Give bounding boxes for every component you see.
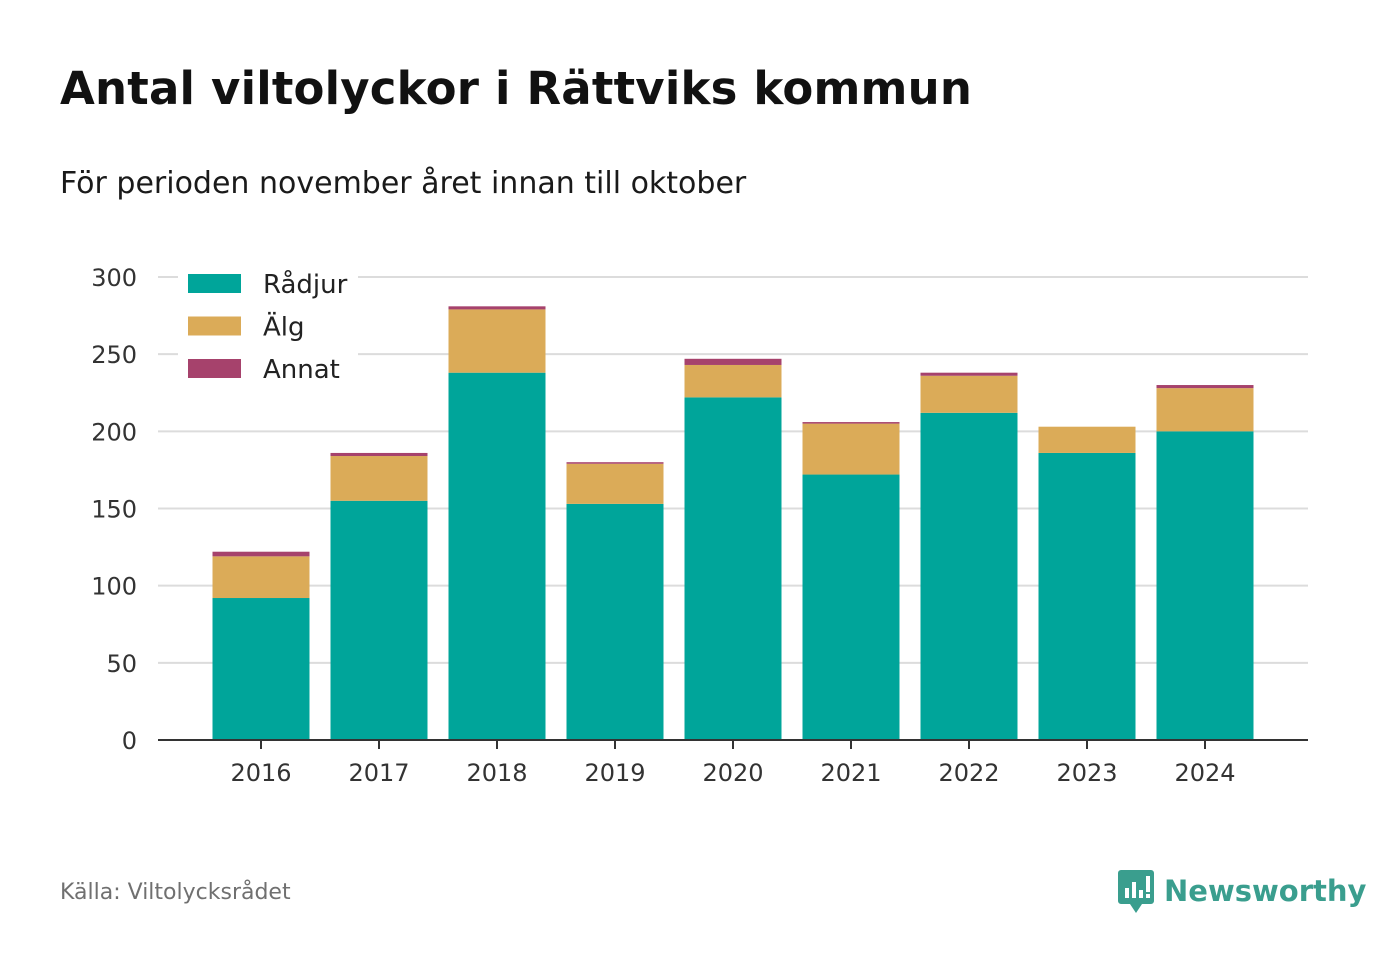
bar-2020-series-2 [684, 358, 782, 365]
x-tick-label: 2019 [584, 759, 645, 787]
legend-swatch-1 [188, 316, 241, 336]
y-tick-label: 300 [91, 264, 137, 292]
bar-2024-series-0 [1156, 431, 1254, 740]
legend-swatch-0 [188, 274, 241, 293]
y-tick-label: 200 [91, 418, 137, 446]
legend-label-1: Älg [263, 311, 305, 343]
bar-2016-series-1 [212, 556, 310, 599]
brand-name: Newsworthy [1164, 874, 1367, 908]
bar-2021-series-1 [802, 423, 900, 475]
y-axis-ticks: 0 50 100 150 200 250 300 [91, 264, 137, 755]
x-tick-label: 2022 [938, 759, 999, 787]
bar-2023-series-1 [1038, 426, 1136, 453]
bars [212, 306, 1254, 740]
bar-2019-series-1 [566, 463, 664, 504]
x-tick-label: 2021 [820, 759, 881, 787]
x-tick-label: 2016 [230, 759, 291, 787]
bar-2024-series-1 [1156, 388, 1254, 432]
legend-swatch-2 [188, 359, 241, 378]
x-axis-ticks: 2016 2017 2018 2019 2020 2021 2022 2023 2024 [230, 740, 1236, 787]
legend-label-2: Annat [263, 355, 340, 385]
bar-2021-series-0 [802, 474, 900, 740]
bar-2016-series-2 [212, 551, 310, 557]
y-tick-label: 100 [91, 573, 137, 601]
y-tick-label: 150 [91, 496, 137, 524]
x-tick-label: 2023 [1056, 759, 1117, 787]
bar-2016-series-0 [212, 598, 310, 740]
x-tick-label: 2020 [702, 759, 763, 787]
x-tick-label: 2024 [1174, 759, 1235, 787]
y-tick-label: 250 [91, 341, 137, 369]
bar-2018-series-2 [448, 306, 546, 310]
legend-label-0: Rådjur [263, 269, 348, 300]
bar-2017-series-2 [330, 452, 428, 457]
source-note: Källa: Viltolycksrådet [60, 880, 291, 905]
bar-2017-series-1 [330, 456, 428, 501]
legend: Rådjur Älg Annat [178, 264, 358, 390]
x-tick-label: 2017 [348, 759, 409, 787]
bar-2024-series-2 [1156, 385, 1254, 389]
y-tick-label: 0 [122, 727, 137, 755]
bar-2021-series-2 [802, 422, 900, 424]
bar-2019-series-0 [566, 503, 664, 740]
bar-2022-series-1 [920, 375, 1018, 413]
newsworthy-logo-icon [1118, 870, 1154, 913]
bar-2022-series-0 [920, 412, 1018, 740]
bar-2018-series-0 [448, 372, 546, 740]
bar-2023-series-0 [1038, 452, 1136, 740]
bar-2022-series-2 [920, 372, 1018, 376]
x-tick-label: 2018 [466, 759, 527, 787]
y-tick-label: 50 [106, 650, 137, 678]
brand-logo[interactable]: Newsworthy [1118, 868, 1366, 914]
bar-2018-series-1 [448, 309, 546, 373]
bar-2020-series-1 [684, 364, 782, 398]
bar-2017-series-0 [330, 500, 428, 740]
chart-title: Antal viltolyckor i Rättviks kommun [60, 62, 973, 115]
chart-subtitle: För perioden november året innan till ok… [60, 166, 747, 201]
bar-2019-series-2 [566, 462, 664, 464]
bar-2020-series-0 [684, 397, 782, 740]
